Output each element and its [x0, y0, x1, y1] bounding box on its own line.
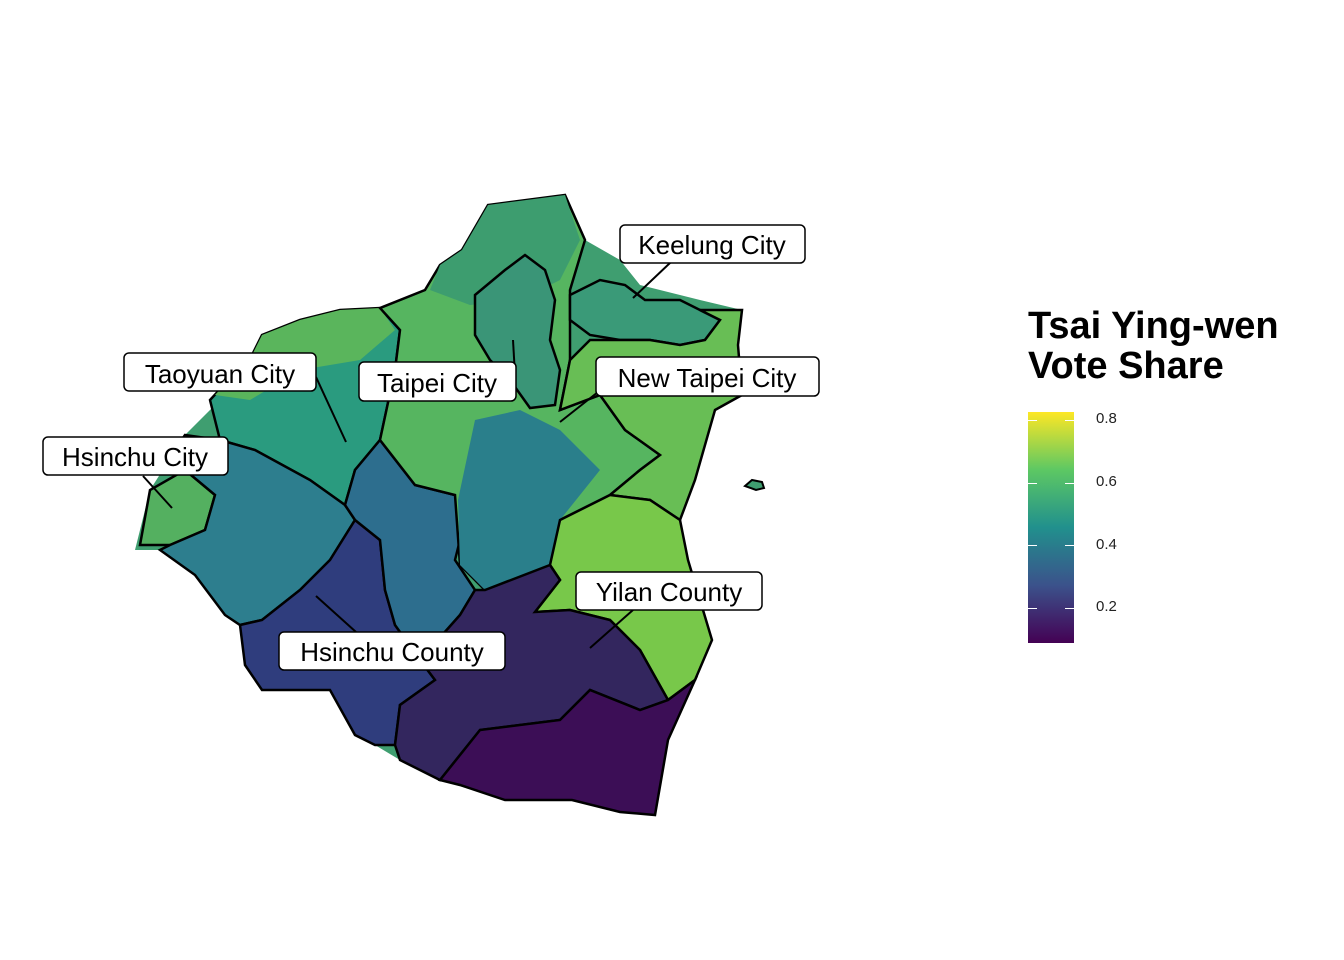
svg-text:Hsinchu City: Hsinchu City [62, 442, 208, 472]
svg-text:New Taipei City: New Taipei City [618, 363, 797, 393]
svg-text:Keelung City: Keelung City [638, 230, 785, 260]
legend-title-line2: Vote Share [1028, 345, 1224, 387]
label-taoyuan-city: Taoyuan City [123, 352, 317, 392]
legend-tick-0-6: 0.6 [1096, 473, 1117, 490]
svg-text:Hsinchu County: Hsinchu County [300, 637, 484, 667]
label-yilan-county: Yilan County [575, 571, 763, 611]
island [743, 478, 766, 492]
legend-tick-0-8: 0.8 [1096, 410, 1117, 427]
legend-title: Tsai Ying-wen Vote Share [1028, 306, 1279, 386]
legend-tick-mark [1028, 420, 1037, 421]
legend-tick-mark [1065, 483, 1074, 484]
legend-tick-mark [1065, 608, 1074, 609]
legend-color-bar [1028, 412, 1074, 643]
svg-text:Taoyuan City: Taoyuan City [145, 359, 295, 389]
label-hsinchu-county: Hsinchu County [278, 631, 506, 671]
legend-title-line1: Tsai Ying-wen [1028, 305, 1279, 347]
region-taipei-city[interactable] [473, 253, 562, 410]
legend-tick-mark [1028, 608, 1037, 609]
legend-tick-0-2: 0.2 [1096, 598, 1117, 615]
legend-tick-mark [1065, 545, 1074, 546]
svg-text:Yilan County: Yilan County [596, 577, 742, 607]
label-hsinchu-city: Hsinchu City [42, 436, 229, 476]
region-new-taipei-south [458, 410, 600, 590]
legend-tick-mark [1028, 483, 1037, 484]
legend-tick-mark [1028, 545, 1037, 546]
label-new-taipei-city: New Taipei City [595, 356, 820, 397]
legend-tick-0-4: 0.4 [1096, 536, 1117, 553]
region-south [437, 676, 699, 817]
label-taipei-city: Taipei City [358, 361, 517, 402]
label-keelung-city: Keelung City [619, 224, 806, 264]
legend-tick-mark [1065, 420, 1074, 421]
svg-text:Taipei City: Taipei City [377, 368, 497, 398]
